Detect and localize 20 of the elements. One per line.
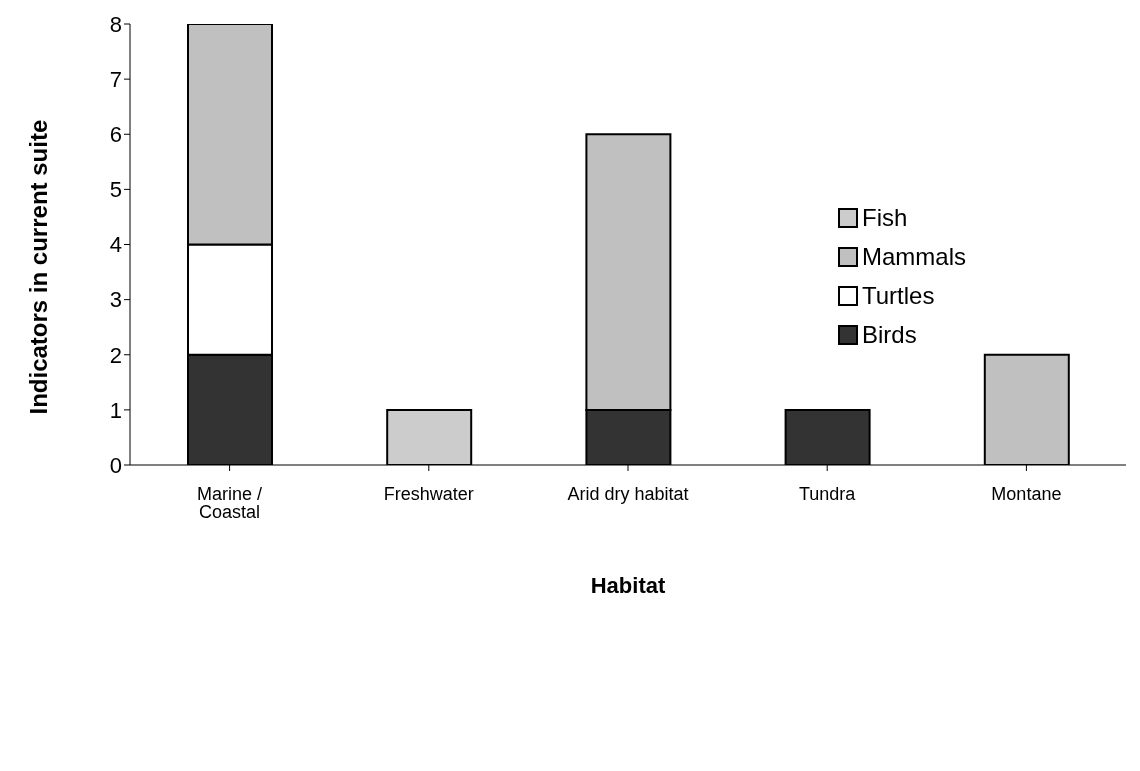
legend-label: Turtles bbox=[862, 281, 935, 310]
y-tick-label: 3 bbox=[109, 287, 122, 313]
y-tick-label: 1 bbox=[109, 397, 122, 423]
y-axis-title: Indicators in current suite bbox=[24, 119, 52, 415]
y-tick-label: 0 bbox=[109, 452, 122, 478]
y-tick-label: 7 bbox=[109, 66, 122, 92]
x-tick-label: Montane bbox=[991, 483, 1062, 504]
x-axis-title: Habitat bbox=[590, 573, 666, 598]
x-tick-label: Tundra bbox=[799, 483, 857, 504]
legend-label: Fish bbox=[862, 203, 908, 232]
legend-label: Mammals bbox=[862, 242, 967, 271]
legend-label: Birds bbox=[862, 320, 917, 349]
y-tick-label: 6 bbox=[109, 122, 122, 148]
x-tick-label: Freshwater bbox=[383, 483, 474, 504]
x-tick-label: Marine / Coastal bbox=[197, 483, 263, 522]
x-tick-label: Arid dry habitat bbox=[567, 483, 689, 504]
y-tick-label: 5 bbox=[109, 177, 122, 203]
y-tick-label: 4 bbox=[109, 232, 122, 258]
y-tick-label: 8 bbox=[109, 11, 122, 37]
y-tick-label: 2 bbox=[109, 342, 122, 368]
